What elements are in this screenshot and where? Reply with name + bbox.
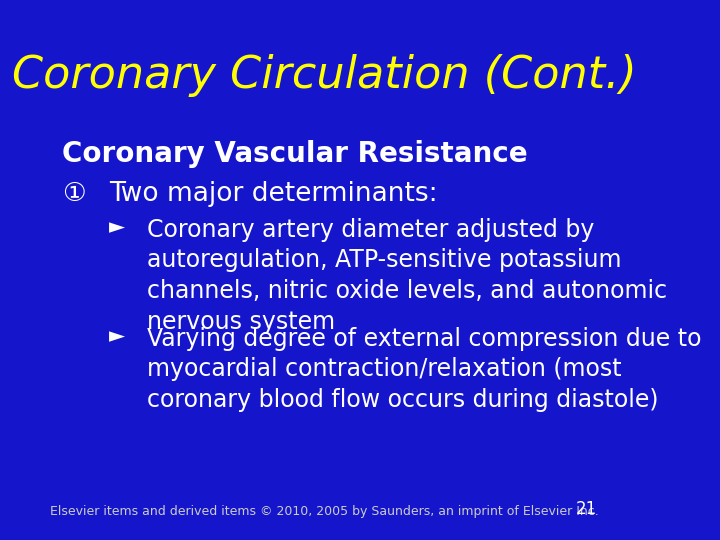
Text: 21: 21 bbox=[576, 501, 598, 518]
Text: Two major determinants:: Two major determinants: bbox=[109, 181, 438, 207]
Text: Coronary artery diameter adjusted by
autoregulation, ATP-sensitive potassium
cha: Coronary artery diameter adjusted by aut… bbox=[147, 218, 667, 334]
Text: ①: ① bbox=[63, 181, 86, 207]
Text: Coronary Vascular Resistance: Coronary Vascular Resistance bbox=[63, 140, 528, 168]
Text: Elsevier items and derived items © 2010, 2005 by Saunders, an imprint of Elsevie: Elsevier items and derived items © 2010,… bbox=[50, 505, 598, 518]
Text: ►: ► bbox=[109, 327, 125, 347]
Text: ►: ► bbox=[109, 218, 125, 238]
Text: Coronary Circulation (Cont.): Coronary Circulation (Cont.) bbox=[12, 54, 636, 97]
Text: Varying degree of external compression due to
myocardial contraction/relaxation : Varying degree of external compression d… bbox=[147, 327, 701, 412]
